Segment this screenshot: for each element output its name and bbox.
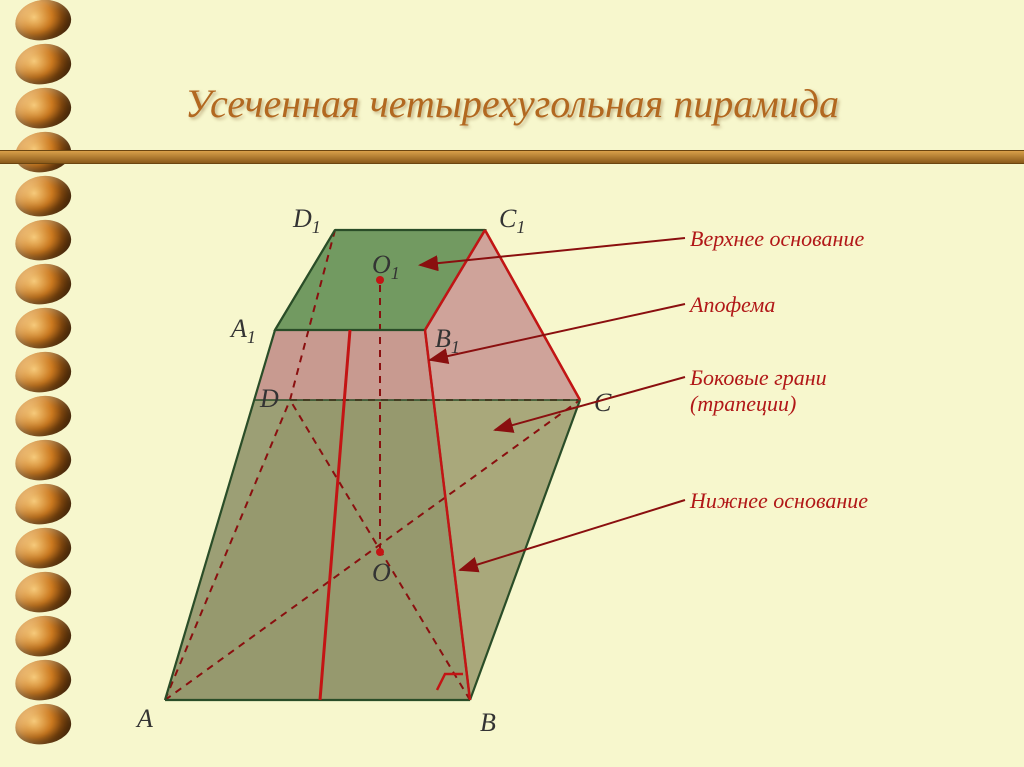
vertex-label-O: O [372, 558, 391, 588]
vertex-label-C: C [594, 388, 611, 418]
annotation-top_base: Верхнее основание [690, 226, 864, 252]
annotation-side_faces: Боковые грани(трапеции) [690, 365, 827, 417]
vertex-label-C1: C1 [499, 204, 525, 238]
vertex-label-D1: D1 [293, 204, 321, 238]
annotation-apothem: Апофема [690, 292, 775, 318]
page-title: Усеченная четырехугольная пирамида [0, 80, 1024, 127]
divider-bar [0, 150, 1024, 164]
vertex-label-A: A [137, 704, 153, 734]
vertex-label-A1: A1 [231, 314, 256, 348]
vertex-label-B: B [480, 708, 496, 738]
annotation-list: Верхнее основание Апофема Боковые грани(тр… [640, 200, 1000, 700]
vertex-label-B1: B1 [435, 324, 460, 358]
frustum-diagram: A B C D A1 B1 C1 D1 O O1 [120, 200, 640, 740]
annotation-bottom_base: Нижнее основание [690, 488, 868, 514]
vertex-label-O1: O1 [372, 250, 400, 284]
vertex-label-D: D [260, 384, 279, 414]
